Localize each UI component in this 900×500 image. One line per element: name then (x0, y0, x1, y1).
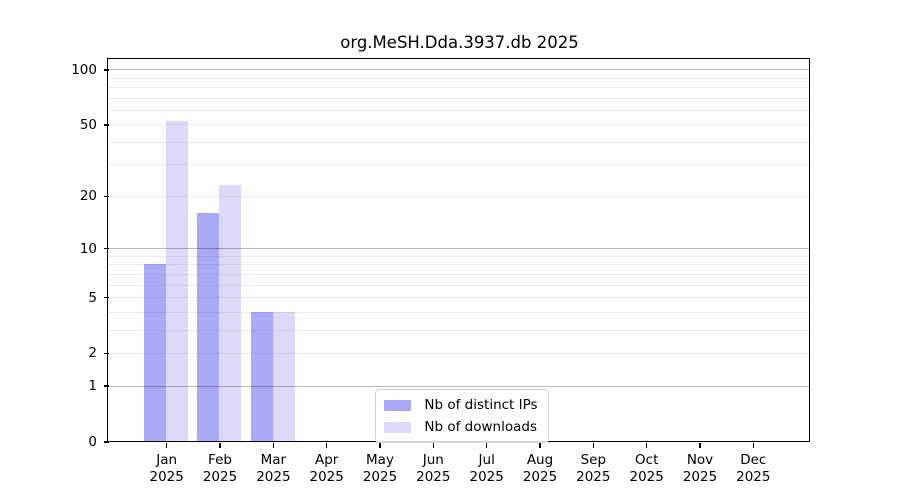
x-tick-label-apr: Apr 2025 (309, 452, 344, 485)
legend-item-downloads: Nb of downloads (384, 419, 537, 435)
x-tick-label-may: May 2025 (362, 452, 398, 485)
y-tick-label-10: 10 (79, 240, 97, 257)
y-tick-mark-5 (104, 296, 109, 299)
x-axis: Jan 2025 Feb 2025 Mar 2025 Apr 2025 May 2025 Jun 20… (109, 443, 810, 495)
x-tick-label-sep: Sep 2025 (576, 452, 611, 485)
plot-area: Nb of distinct IPs Nb of downloads (107, 58, 811, 444)
legend-label-downloads: Nb of downloads (424, 419, 537, 436)
legend-label-distinct-ips: Nb of distinct IPs (424, 397, 538, 414)
y-tick-label-1: 1 (88, 378, 97, 395)
y-tick-mark-50 (104, 124, 109, 126)
x-tick-label-aug: Aug 2025 (522, 452, 558, 485)
gridline-minor-80 (108, 87, 810, 88)
bar-downloads-feb (219, 185, 242, 442)
legend-swatch-downloads (384, 421, 412, 433)
y-tick-label-5: 5 (88, 289, 97, 306)
legend: Nb of distinct IPs Nb of downloads (375, 389, 549, 444)
y-tick-mark-100 (104, 69, 109, 71)
x-tick-label-jun: Jun 2025 (416, 452, 451, 485)
x-tick-label-nov: Nov 2025 (682, 452, 718, 485)
x-tick-label-oct: Oct 2025 (629, 452, 664, 485)
y-tick-label-50: 50 (79, 116, 97, 133)
gridline-minor-4 (108, 311, 810, 313)
chart-title: org.MeSH.Dda.3937.db 2025 (340, 33, 579, 52)
y-tick-mark-20 (104, 195, 109, 198)
gridline-major-1 (108, 385, 810, 387)
gridline-minor-5 (108, 296, 810, 298)
y-tick-label-2: 2 (88, 345, 97, 362)
gridline-minor-30 (108, 164, 810, 166)
gridline-minor-90 (108, 77, 810, 79)
bar-downloads-mar (272, 311, 295, 442)
x-tick-mark-may (379, 443, 381, 448)
y-tick-label-100: 100 (71, 61, 97, 78)
y-tick-label-20: 20 (79, 188, 97, 205)
gridline-minor-20 (108, 195, 810, 197)
x-tick-mark-feb (219, 443, 221, 448)
y-tick-mark-1 (104, 385, 109, 387)
legend-item-distinct-ips: Nb of distinct IPs (384, 397, 538, 414)
legend-swatch-distinct-ips (384, 399, 412, 411)
x-tick-label-feb: Feb 2025 (202, 452, 238, 485)
x-tick-label-dec: Dec 2025 (736, 452, 771, 485)
x-tick-mark-dec (752, 443, 755, 448)
bar-downloads-jan (166, 121, 189, 442)
gridline-major-10 (108, 248, 810, 249)
gridline-minor-7 (108, 273, 810, 275)
y-tick-mark-10 (104, 247, 109, 250)
x-tick-mark-jun (432, 443, 435, 448)
gridline-minor-60 (108, 109, 810, 111)
x-tick-mark-apr (325, 443, 328, 448)
gridline-minor-2 (108, 352, 810, 354)
x-tick-label-mar: Mar 2025 (256, 452, 291, 485)
gridline-minor-40 (108, 141, 810, 143)
x-tick-mark-sep (592, 443, 595, 448)
bar-distinct-ips-mar (250, 311, 273, 442)
x-tick-label-jul: Jul 2025 (469, 452, 504, 485)
gridline-minor-8 (108, 264, 810, 266)
y-tick-mark-2 (104, 352, 109, 355)
x-tick-mark-oct (645, 443, 648, 448)
bar-distinct-ips-feb (197, 212, 220, 442)
x-tick-label-jan: Jan 2025 (149, 452, 184, 485)
x-tick-mark-jan (165, 443, 168, 448)
gridline-minor-3 (108, 329, 810, 331)
x-tick-mark-nov (699, 443, 701, 448)
gridline-minor-9 (108, 255, 810, 257)
bar-distinct-ips-jan (144, 264, 167, 442)
gridline-minor-6 (108, 284, 810, 286)
y-tick-label-0: 0 (88, 434, 97, 450)
y-tick-mark-0 (104, 441, 109, 443)
gridline-minor-70 (108, 97, 810, 99)
y-axis: 100 50 20 10 5 2 1 0 (0, 60, 109, 450)
x-tick-mark-jul (485, 443, 488, 448)
gridline-major-100 (108, 69, 810, 71)
x-tick-mark-mar (272, 443, 275, 448)
x-tick-mark-aug (539, 443, 541, 448)
gridline-minor-50 (108, 124, 810, 126)
